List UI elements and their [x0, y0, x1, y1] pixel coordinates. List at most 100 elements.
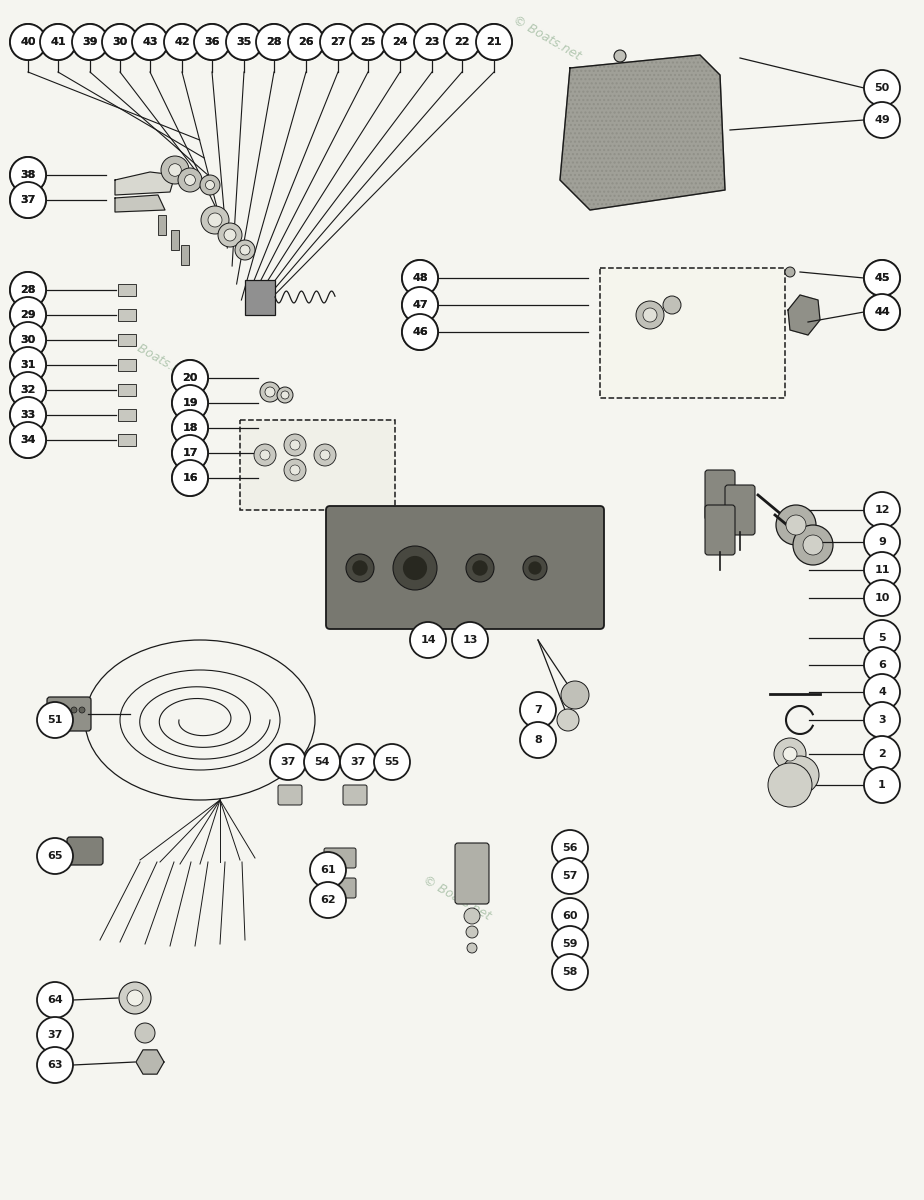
Circle shape	[260, 450, 270, 460]
Circle shape	[552, 898, 588, 934]
Circle shape	[793, 526, 833, 565]
Circle shape	[172, 410, 208, 446]
Circle shape	[803, 535, 823, 554]
Text: 48: 48	[412, 272, 428, 283]
Bar	[118, 359, 136, 371]
Circle shape	[864, 260, 900, 296]
Circle shape	[37, 982, 73, 1018]
Circle shape	[164, 24, 200, 60]
Text: 42: 42	[175, 37, 189, 47]
Polygon shape	[788, 295, 820, 335]
Text: 16: 16	[182, 473, 198, 482]
Circle shape	[201, 206, 229, 234]
Circle shape	[402, 287, 438, 323]
Circle shape	[561, 680, 589, 709]
Circle shape	[402, 314, 438, 350]
Circle shape	[260, 382, 280, 402]
Circle shape	[643, 308, 657, 322]
Polygon shape	[560, 55, 725, 210]
Text: 19: 19	[182, 398, 198, 408]
Text: 26: 26	[298, 37, 314, 47]
Circle shape	[172, 410, 208, 446]
Circle shape	[284, 458, 306, 481]
Text: 55: 55	[384, 757, 399, 767]
Text: 5: 5	[878, 634, 886, 643]
Text: 46: 46	[412, 326, 428, 337]
Circle shape	[172, 460, 208, 496]
Circle shape	[102, 24, 138, 60]
Circle shape	[466, 926, 478, 938]
Text: 38: 38	[20, 170, 36, 180]
Text: 21: 21	[486, 37, 502, 47]
Polygon shape	[136, 1050, 164, 1074]
Circle shape	[79, 707, 85, 713]
Bar	[118, 384, 136, 396]
Circle shape	[290, 440, 300, 450]
Text: 36: 36	[204, 37, 220, 47]
Polygon shape	[115, 172, 175, 194]
Circle shape	[520, 722, 556, 758]
Text: 33: 33	[20, 410, 36, 420]
Text: 30: 30	[113, 37, 128, 47]
Circle shape	[71, 707, 77, 713]
Text: 16: 16	[182, 473, 198, 482]
Text: 50: 50	[874, 83, 890, 92]
Circle shape	[785, 266, 795, 277]
Circle shape	[774, 738, 806, 770]
Circle shape	[320, 24, 356, 60]
Bar	[158, 215, 166, 235]
Circle shape	[135, 1022, 155, 1043]
Circle shape	[783, 746, 797, 761]
Circle shape	[663, 296, 681, 314]
Bar	[118, 409, 136, 421]
Circle shape	[10, 157, 46, 193]
Text: 1: 1	[878, 780, 886, 790]
Text: 45: 45	[874, 272, 890, 283]
Text: © Boats.net: © Boats.net	[120, 334, 192, 383]
Circle shape	[304, 744, 340, 780]
Circle shape	[185, 174, 195, 185]
Text: 9: 9	[878, 538, 886, 547]
Circle shape	[10, 422, 46, 458]
Circle shape	[72, 24, 108, 60]
Text: 3: 3	[878, 715, 886, 725]
Circle shape	[10, 296, 46, 332]
Text: 17: 17	[182, 448, 198, 458]
Circle shape	[444, 24, 480, 60]
Circle shape	[393, 546, 437, 590]
Text: 6: 6	[878, 660, 886, 670]
Text: 63: 63	[47, 1060, 63, 1070]
Text: 28: 28	[20, 284, 36, 295]
Text: 64: 64	[47, 995, 63, 1006]
Text: 59: 59	[562, 938, 578, 949]
Circle shape	[864, 70, 900, 106]
Circle shape	[218, 223, 242, 247]
Text: 30: 30	[20, 335, 36, 346]
Circle shape	[864, 294, 900, 330]
Text: 46: 46	[412, 326, 428, 337]
Text: 8: 8	[534, 734, 541, 745]
Circle shape	[382, 24, 418, 60]
Text: 47: 47	[412, 300, 428, 310]
Text: 11: 11	[874, 565, 890, 575]
Circle shape	[864, 647, 900, 683]
Circle shape	[414, 24, 450, 60]
Text: 28: 28	[266, 37, 282, 47]
Text: 31: 31	[20, 360, 36, 370]
Text: 42: 42	[175, 37, 189, 47]
Circle shape	[10, 422, 46, 458]
Text: 4: 4	[878, 686, 886, 697]
Circle shape	[205, 180, 214, 190]
Circle shape	[350, 24, 386, 60]
Circle shape	[523, 556, 547, 580]
Circle shape	[10, 24, 46, 60]
Text: © Boats.net: © Boats.net	[510, 13, 582, 62]
Circle shape	[169, 163, 181, 176]
Circle shape	[10, 322, 46, 358]
Circle shape	[402, 287, 438, 323]
Circle shape	[452, 622, 488, 658]
Text: 27: 27	[330, 37, 346, 47]
Polygon shape	[115, 194, 165, 212]
Text: 60: 60	[562, 911, 578, 922]
Text: 39: 39	[82, 37, 98, 47]
